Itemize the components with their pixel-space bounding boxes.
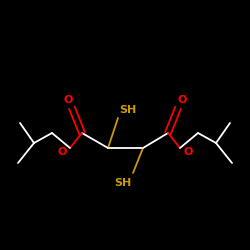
Text: O: O <box>63 95 73 105</box>
Text: SH: SH <box>120 105 136 115</box>
Text: O: O <box>177 95 187 105</box>
Text: SH: SH <box>114 178 132 188</box>
Text: O: O <box>57 147 67 157</box>
Text: O: O <box>183 147 193 157</box>
